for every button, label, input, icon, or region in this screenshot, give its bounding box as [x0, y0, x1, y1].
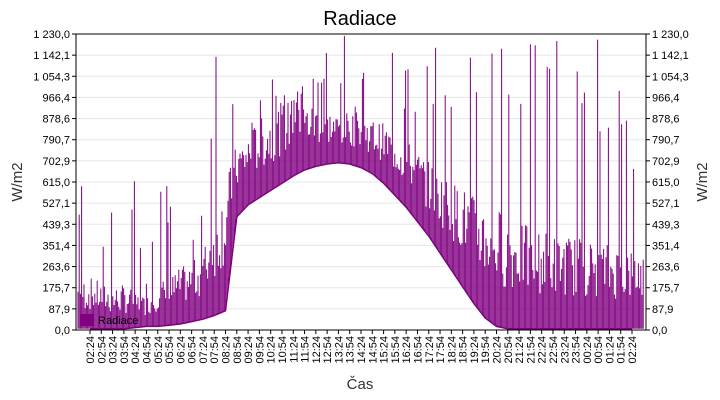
legend-swatch: [80, 314, 94, 326]
y-tick-label-right: 527,1: [652, 198, 680, 210]
x-tick-label: 01:24: [604, 336, 616, 364]
y-tick-label-right: 351,4: [652, 240, 680, 252]
grid-layer: [76, 54, 646, 310]
x-axis-ticks: 02:24 02:54 03:24 03:54 04:24 04:54 05:24 05:54…: [85, 330, 639, 364]
x-tick-label: 07:54: [209, 336, 221, 364]
x-tick-label: 13:24: [333, 336, 345, 364]
x-tick-label: 20:54: [503, 336, 515, 364]
y-tick-label-left: 966,4: [42, 92, 70, 104]
y-tick-label-left: 1 142,1: [33, 50, 70, 62]
x-tick-label: 17:54: [435, 336, 447, 364]
y-tick-label-left: 87,9: [49, 304, 70, 316]
y-tick-label-left: 702,9: [42, 156, 70, 168]
y-tick-label-left: 615,0: [42, 177, 70, 189]
x-tick-label: 19:54: [480, 336, 492, 364]
x-tick-label: 22:54: [548, 336, 560, 364]
x-axis-title: Čas: [347, 376, 374, 393]
y-tick-label-right: 87,9: [652, 304, 673, 316]
y-tick-label-left: 1 054,3: [33, 71, 70, 83]
y-tick-label-left: 878,6: [42, 114, 70, 126]
right-axis-ticks: 0,0 87,9 175,7 263,6 351,4 439,3 527,1 615,0 702…: [646, 29, 689, 337]
x-tick-label: 20:24: [492, 336, 504, 364]
y-tick-label-right: 1 054,3: [652, 71, 689, 83]
x-tick-label: 02:24: [85, 336, 97, 364]
x-tick-label: 03:24: [108, 336, 120, 364]
x-tick-label: 12:54: [322, 336, 334, 364]
y-tick-label-left: 1 230,0: [33, 29, 70, 41]
data-layer: [77, 35, 644, 330]
y-tick-label-right: 615,0: [652, 177, 680, 189]
x-tick-label: 12:24: [311, 336, 323, 364]
x-tick-label: 15:24: [379, 336, 391, 364]
y-tick-label-right: 263,6: [652, 262, 680, 274]
x-tick-label: 21:54: [525, 336, 537, 364]
left-axis-ticks: 0,0 87,9 175,7 263,6 351,4 439,3 527,1 615,0 702…: [33, 29, 76, 337]
x-tick-label: 10:54: [277, 336, 289, 364]
x-tick-label: 09:24: [243, 336, 255, 364]
x-tick-label: 11:24: [288, 336, 300, 363]
x-tick-label: 13:54: [345, 336, 357, 364]
y-tick-label-right: 702,9: [652, 156, 680, 168]
x-tick-label: 02:24: [627, 336, 639, 364]
y-tick-label-left: 527,1: [42, 198, 70, 210]
y-tick-label-right: 175,7: [652, 283, 680, 295]
y-tick-label-right: 1 142,1: [652, 50, 689, 62]
y-tick-label-right: 878,6: [652, 114, 680, 126]
x-tick-label: 22:24: [537, 336, 549, 364]
x-tick-label: 00:24: [582, 336, 594, 364]
legend-label: Radiace: [98, 315, 138, 327]
y-tick-label-left: 175,7: [42, 283, 70, 295]
x-tick-label: 01:54: [616, 336, 628, 364]
x-tick-label: 23:24: [559, 336, 571, 364]
x-tick-label: 10:24: [266, 336, 278, 364]
x-tick-label: 09:54: [254, 336, 266, 364]
y-tick-label-right: 0,0: [652, 325, 667, 337]
x-tick-label: 05:54: [164, 336, 176, 364]
y-tick-label-left: 0,0: [55, 325, 70, 337]
x-tick-label: 16:24: [401, 336, 413, 364]
y-tick-label-right: 1 230,0: [652, 29, 689, 41]
x-tick-label: 03:54: [119, 336, 131, 364]
x-tick-label: 16:54: [412, 336, 424, 364]
legend: Radiace: [80, 314, 138, 327]
x-tick-label: 14:24: [356, 336, 368, 364]
x-tick-label: 08:24: [221, 336, 233, 364]
x-tick-label: 14:54: [367, 336, 379, 364]
x-tick-label: 00:54: [593, 336, 605, 364]
y-tick-label-right: 966,4: [652, 92, 680, 104]
x-tick-label: 07:24: [198, 336, 210, 364]
x-tick-label: 04:24: [130, 336, 142, 364]
x-tick-label: 05:24: [153, 336, 165, 364]
x-tick-label: 18:24: [446, 336, 458, 364]
x-tick-label: 02:54: [96, 336, 108, 364]
series-radiace-spikes: [77, 35, 644, 329]
x-tick-label: 17:24: [424, 336, 436, 364]
y-tick-label-right: 439,3: [652, 219, 680, 231]
x-tick-label: 06:24: [175, 336, 187, 364]
chart-title: Radiace: [323, 8, 396, 30]
x-tick-label: 15:54: [390, 336, 402, 364]
x-tick-label: 11:54: [300, 336, 312, 363]
x-tick-label: 08:54: [232, 336, 244, 364]
y-tick-label-left: 439,3: [42, 219, 70, 231]
y-tick-label-right: 790,7: [652, 135, 680, 147]
x-tick-label: 21:24: [514, 336, 526, 364]
x-tick-label: 18:54: [458, 336, 470, 364]
y-tick-label-left: 263,6: [42, 262, 70, 274]
y-axis-title-left: W/m2: [9, 162, 26, 201]
x-tick-label: 04:54: [141, 336, 153, 364]
x-tick-label: 19:24: [469, 336, 481, 364]
y-axis-title-right: W/m2: [694, 162, 711, 201]
x-tick-label: 23:54: [571, 336, 583, 364]
x-tick-label: 06:54: [187, 336, 199, 364]
y-tick-label-left: 351,4: [42, 240, 70, 252]
series-radiace-baseline: [90, 161, 632, 330]
y-tick-label-left: 790,7: [42, 135, 70, 147]
